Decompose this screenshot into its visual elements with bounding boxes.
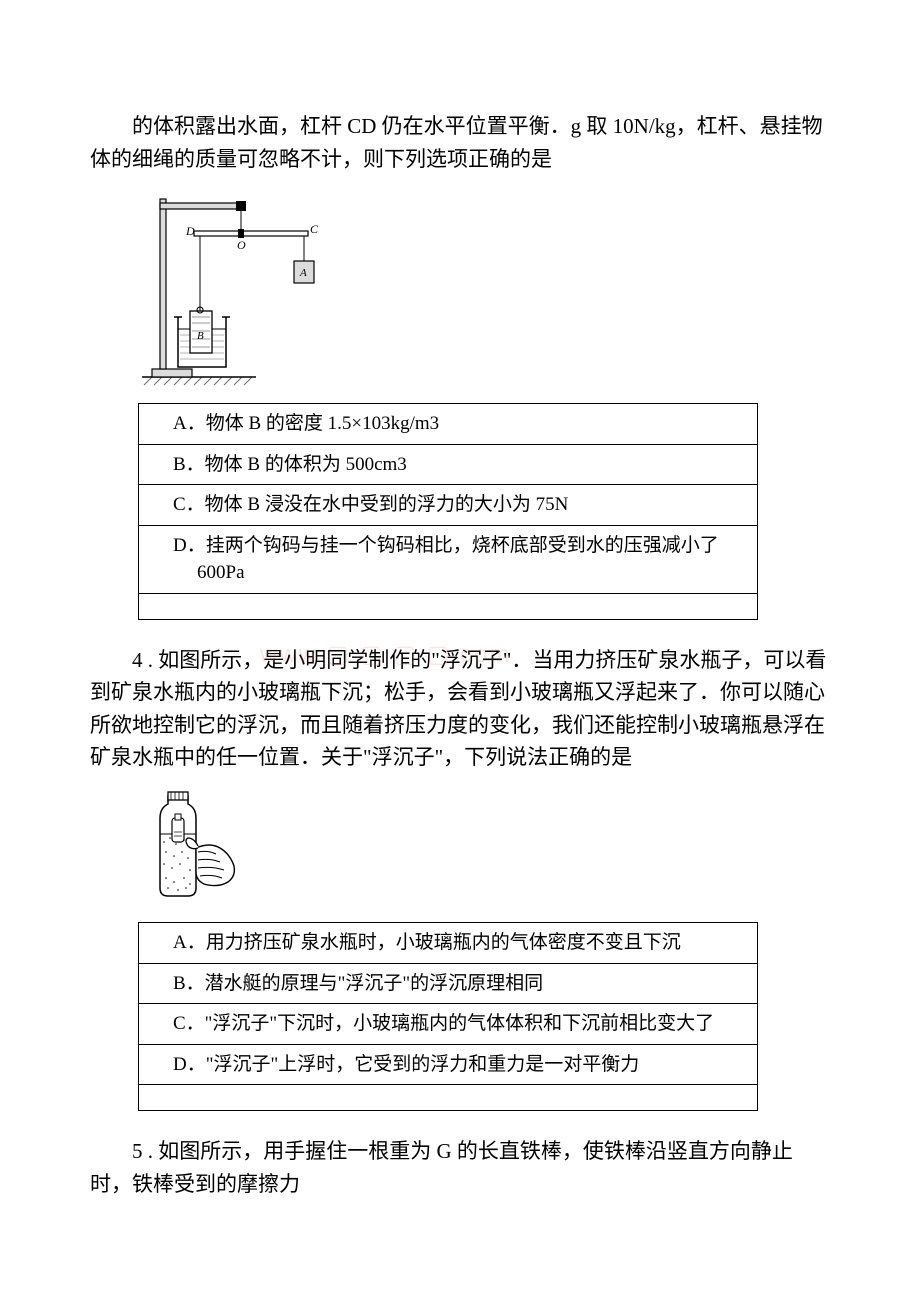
q4-option-C: C．"浮沉子"下沉时，小玻璃瓶内的气体体积和下沉前相比变大了 [139, 1004, 758, 1045]
q4-paragraph-wrap: www ▢ ▢ ▢ ▢ com 4 . 如图所示，是小明同学制作的"浮沉子"．当… [90, 644, 830, 774]
q4-option-empty [139, 1085, 758, 1111]
q3-options-table: A．物体 B 的密度 1.5×103kg/m3 B．物体 B 的体积为 500c… [138, 403, 758, 620]
q3-option-empty [139, 593, 758, 619]
q4-figure [138, 788, 830, 908]
q4-option-D: D．"浮沉子"上浮时，它受到的浮力和重力是一对平衡力 [139, 1044, 758, 1085]
q5-paragraph: 5 . 如图所示，用手握住一根重为 G 的长直铁棒，使铁棒沿竖直方向静止时，铁棒… [90, 1135, 830, 1200]
label-B: B [197, 330, 204, 342]
q3-figure: D O C A [138, 189, 830, 389]
label-C: C [310, 222, 319, 236]
q3-option-D: D．挂两个钩码与挂一个钩码相比，烧杯底部受到水的压强减小了600Pa [139, 525, 758, 593]
q4-option-A: A．用力挤压矿泉水瓶时，小玻璃瓶内的气体密度不变且下沉 [139, 923, 758, 964]
q4-options-table: A．用力挤压矿泉水瓶时，小玻璃瓶内的气体密度不变且下沉 B．潜水艇的原理与"浮沉… [138, 922, 758, 1111]
q3-tail-paragraph: 的体积露出水面，杠杆 CD 仍在水平位置平衡．g 取 10N/kg，杠杆、悬挂物… [90, 110, 830, 175]
page: 的体积露出水面，杠杆 CD 仍在水平位置平衡．g 取 10N/kg，杠杆、悬挂物… [0, 0, 920, 1274]
q3-option-A: A．物体 B 的密度 1.5×103kg/m3 [139, 404, 758, 445]
q3-option-B: B．物体 B 的体积为 500cm3 [139, 444, 758, 485]
label-D: D [185, 224, 195, 238]
q4-paragraph: 4 . 如图所示，是小明同学制作的"浮沉子"．当用力挤压矿泉水瓶子，可以看到矿泉… [90, 644, 830, 774]
label-A: A [299, 267, 307, 279]
q4-option-B: B．潜水艇的原理与"浮沉子"的浮沉原理相同 [139, 963, 758, 1004]
label-O: O [237, 238, 246, 252]
q3-option-C: C．物体 B 浸没在水中受到的浮力的大小为 75N [139, 485, 758, 526]
